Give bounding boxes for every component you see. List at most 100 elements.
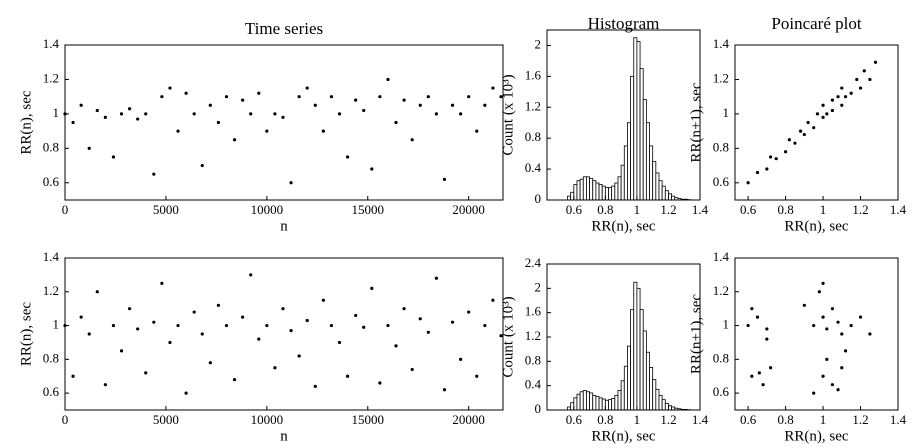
point [815,112,820,116]
bar [589,177,594,201]
point [434,276,438,280]
point [855,77,859,82]
y-tick-label: 1.2 [713,70,729,85]
point [136,327,140,331]
point [160,95,164,99]
point [858,315,863,319]
panel-title: Time series [245,19,323,38]
x-tick-label: 0.8 [777,202,793,217]
y-tick-label: 1.2 [525,98,541,113]
point [491,298,495,302]
bar [649,367,654,411]
point [765,327,769,331]
point [216,120,221,125]
y-tick-label: 0.6 [713,384,730,399]
bar [595,182,600,201]
bar [661,185,666,201]
point [354,313,358,318]
point [840,103,844,107]
point [305,86,309,90]
point [111,155,116,159]
point [825,357,829,361]
y-axis-label: RR(n), sec [18,302,34,366]
point [208,361,212,365]
point [442,177,447,181]
y-tick-label: 0 [535,191,542,206]
x-tick-label: 1.4 [692,412,709,427]
bar [623,365,628,411]
bar [627,345,631,411]
axes-frame [546,29,701,201]
x-tick-label: 10000 [251,202,284,217]
point [868,332,872,336]
point [329,95,334,99]
bar [620,164,625,201]
point [843,349,848,353]
x-tick-label: 0.6 [566,202,583,217]
bar [576,180,581,201]
point [378,381,382,385]
point [821,281,825,285]
point [798,129,803,133]
bar [652,379,657,411]
point [127,307,132,311]
point [418,317,422,321]
point [483,103,487,107]
point [313,103,317,107]
point [467,95,471,99]
x-tick-label: 10000 [251,412,284,427]
point [127,107,132,111]
x-tick-label: 1 [634,412,641,427]
point [491,86,495,90]
bar [617,390,622,411]
bar [598,397,603,411]
y-axis-label: Count (x 10³) [500,296,516,377]
point [475,374,479,378]
point [821,315,825,319]
x-tick-label: 15000 [352,202,385,217]
y-tick-label: 1.2 [713,283,729,298]
y-tick-label: 2 [535,36,542,51]
point [757,371,761,375]
bar [579,391,584,411]
point [79,315,83,319]
point [249,273,253,277]
y-tick-label: 2.4 [525,255,542,270]
point [95,108,99,113]
bar [636,41,641,201]
point [354,98,358,102]
point [821,374,825,378]
point [849,323,853,328]
x-tick-label: 1 [634,202,641,217]
point [103,115,107,119]
bar [655,172,660,201]
y-axis-label: Count (x 10³) [500,74,516,155]
axes-frame [734,257,899,411]
point [313,384,317,388]
point [836,320,840,324]
point [378,95,382,99]
point [755,315,760,319]
x-axis-label: RR(n), sec [591,428,655,444]
axes-frame [64,257,504,411]
bar [645,351,650,411]
bar [642,99,647,201]
point [249,112,253,116]
bar [614,394,619,411]
point [119,112,124,116]
point [840,332,844,336]
axes-frame [64,44,504,201]
point [208,103,212,107]
x-tick-label: 15000 [352,412,385,427]
point [873,60,878,64]
bar [614,182,619,201]
bar [611,398,616,411]
point [793,141,797,145]
point [774,157,778,161]
bar [633,281,638,411]
point [289,329,293,333]
bar [627,122,631,201]
point [499,334,503,338]
point [843,95,848,99]
point [394,344,398,348]
